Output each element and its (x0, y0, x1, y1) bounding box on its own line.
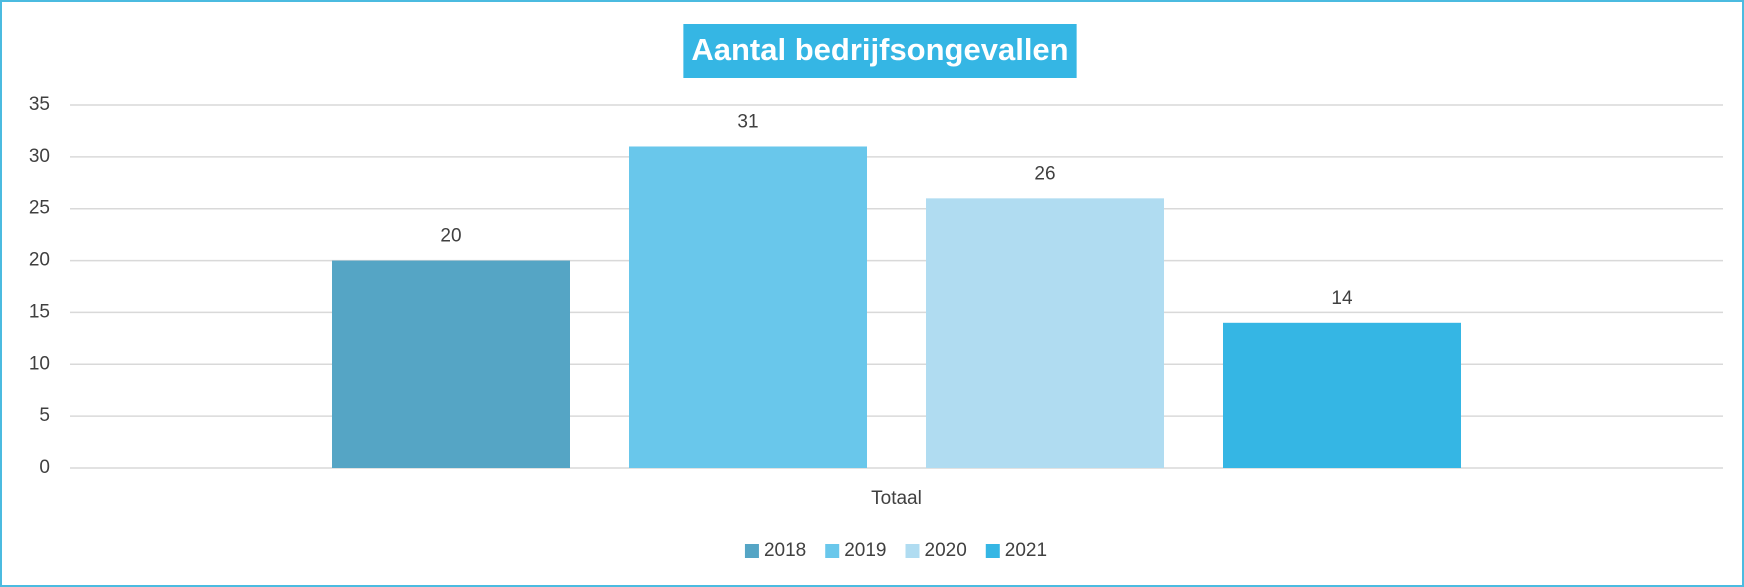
legend-swatch (825, 544, 840, 558)
y-tick-label: 30 (29, 146, 50, 167)
chart-title: Aantal bedrijfsongevallen (691, 32, 1068, 67)
legend-swatch (985, 544, 1000, 558)
bar (332, 260, 570, 468)
y-tick-label: 10 (29, 353, 50, 374)
legend-swatch (905, 544, 920, 558)
y-tick-label: 0 (39, 457, 50, 478)
data-label: 31 (737, 112, 758, 133)
legend-label: 2018 (764, 540, 806, 561)
data-label: 26 (1034, 163, 1055, 184)
title-background (683, 24, 1077, 78)
legend-label: 2020 (925, 540, 967, 561)
legend-swatch (744, 544, 759, 558)
bar (629, 146, 867, 468)
y-tick-label: 15 (29, 301, 50, 322)
y-tick-label: 20 (29, 250, 50, 271)
y-tick-label: 5 (39, 405, 50, 426)
legend-label: 2021 (1005, 540, 1047, 561)
bar (926, 198, 1164, 469)
bar (1223, 322, 1461, 468)
y-tick-label: 25 (29, 198, 50, 219)
data-label: 14 (1331, 288, 1353, 309)
data-label: 20 (440, 226, 461, 247)
x-tick-label: Totaal (871, 488, 922, 509)
legend-label: 2019 (844, 540, 886, 561)
y-tick-label: 35 (29, 94, 50, 115)
